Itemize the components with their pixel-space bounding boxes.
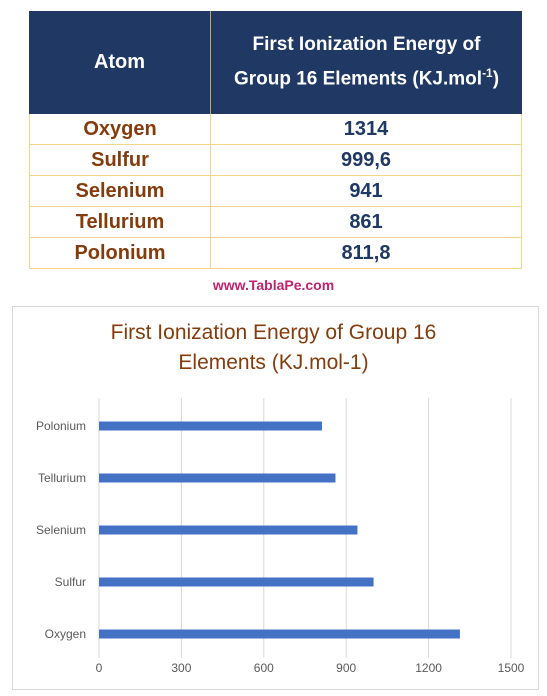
table-row: Oxygen 1314	[29, 114, 522, 145]
cell-atom: Sulfur	[30, 145, 211, 175]
energy-table: Atom First Ionization Energy of Group 16…	[29, 11, 522, 269]
y-tick-label: Sulfur	[55, 575, 86, 589]
y-tick-label: Polonium	[36, 419, 86, 433]
y-tick-label: Oxygen	[45, 627, 86, 641]
bar-selenium	[99, 525, 358, 535]
header-energy-sup: -1	[482, 66, 493, 81]
table-row: Polonium 811,8	[29, 238, 522, 269]
cell-value: 861	[349, 210, 383, 233]
table-row: Sulfur 999,6	[29, 145, 522, 176]
x-tick-label: 600	[254, 661, 274, 675]
x-tick-label: 1500	[498, 661, 525, 675]
chart-title-line1: First Ionization Energy of Group 16	[110, 321, 437, 344]
header-energy-line1: First Ionization Energy of	[252, 34, 481, 56]
header-energy-end: )	[492, 68, 500, 90]
bar-sulfur	[99, 577, 374, 587]
header-energy-line2: Group 16 Elements (KJ.mol	[233, 68, 483, 90]
cell-value: 941	[349, 179, 383, 202]
x-tick-label: 0	[96, 661, 103, 675]
cell-atom: Oxygen	[30, 114, 211, 144]
website-link[interactable]: www.TablaPe.com	[212, 277, 335, 293]
chart-title-line2: Elements (KJ.mol-1)	[178, 351, 369, 374]
cell-value: 811,8	[341, 241, 391, 264]
table-row: Tellurium 861	[29, 207, 522, 238]
chart-frame	[12, 306, 539, 690]
x-tick-label: 300	[171, 661, 191, 675]
bar-oxygen	[99, 629, 460, 639]
chart-title: First Ionization Energy of Group 16 Elem…	[0, 318, 547, 378]
y-tick-label: Tellurium	[38, 471, 86, 485]
header-atom: Atom	[29, 11, 211, 114]
cell-atom: Selenium	[30, 176, 211, 206]
bar-tellurium	[99, 473, 336, 483]
cell-atom: Polonium	[30, 238, 211, 268]
header-energy: First Ionization Energy of Group 16 Elem…	[211, 11, 522, 114]
cell-value: 1314	[343, 117, 389, 140]
y-tick-label: Selenium	[36, 523, 86, 537]
bar-polonium	[99, 421, 322, 431]
x-tick-label: 900	[336, 661, 356, 675]
cell-atom: Tellurium	[30, 207, 211, 237]
x-tick-label: 1200	[415, 661, 442, 675]
cell-value: 999,6	[340, 148, 392, 171]
table-row: Selenium 941	[29, 176, 522, 207]
table-header: Atom First Ionization Energy of Group 16…	[29, 11, 522, 114]
